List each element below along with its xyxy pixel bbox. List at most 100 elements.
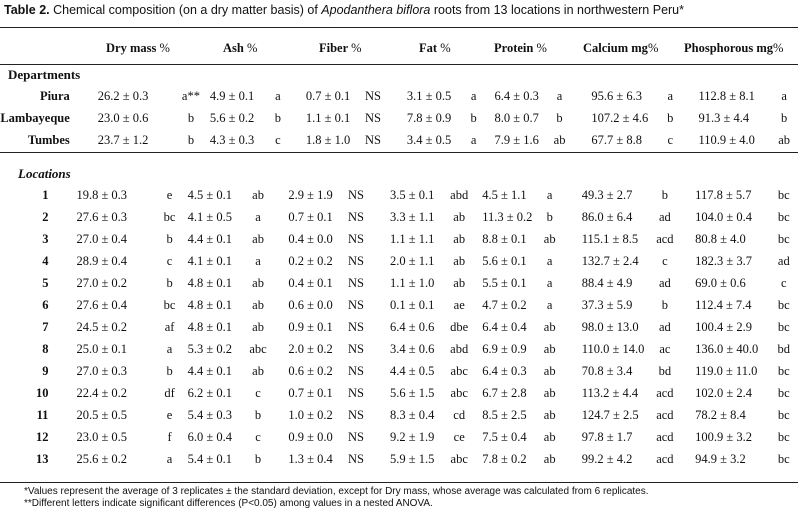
letter-cell: ae: [453, 297, 465, 312]
value-cell: 112.8 ± 8.1: [698, 88, 755, 103]
header-dry-mass: Dry mass %: [106, 41, 170, 55]
value-cell: 0.9 ± 0.1: [288, 319, 333, 334]
footnote-significance: **Different letters indicate significant…: [24, 498, 433, 509]
value-cell: 1.0 ± 0.2: [288, 407, 333, 422]
letter-cell: bd: [658, 363, 672, 378]
value-cell: 4.7 ± 0.2: [482, 297, 527, 312]
value-cell: 6.7 ± 2.8: [482, 385, 527, 400]
letter-cell: ad: [777, 253, 790, 268]
letter-cell: a: [546, 253, 553, 268]
row-label: 11: [36, 407, 49, 422]
header-phosphorous: Phosphorous mg%: [684, 41, 784, 55]
letter-cell: acd: [656, 407, 674, 422]
value-cell: 4.5 ± 1.1: [482, 187, 527, 202]
letter-cell: b: [556, 110, 563, 125]
letter-cell: b: [187, 132, 195, 147]
letter-cell: b: [274, 110, 282, 125]
value-cell: 7.5 ± 0.4: [482, 429, 527, 444]
bottom-rule: [0, 482, 798, 483]
letter-cell: ab: [543, 407, 556, 422]
row-label: 8: [42, 341, 49, 356]
letter-cell: NS: [347, 297, 364, 312]
letter-cell: NS: [347, 187, 364, 202]
value-cell: 9.2 ± 1.9: [389, 429, 435, 444]
value-cell: 88.4 ± 4.9: [581, 275, 633, 290]
letter-cell: b: [781, 110, 788, 125]
letter-cell: c: [275, 132, 281, 147]
header-rule: [0, 64, 798, 65]
value-cell: 102.0 ± 2.4: [695, 385, 753, 400]
value-cell: 5.4 ± 0.3: [187, 407, 232, 422]
value-cell: 110.0 ± 14.0: [581, 341, 645, 356]
value-cell: 3.3 ± 1.1: [389, 209, 435, 224]
value-cell: 119.0 ± 11.0: [695, 363, 758, 378]
caption-text-a: Chemical composition (on a dry matter ba…: [53, 3, 318, 17]
value-cell: 98.0 ± 13.0: [581, 319, 639, 334]
value-cell: 27.0 ± 0.3: [76, 363, 128, 378]
letter-cell: c: [662, 253, 668, 268]
letter-cell: ac: [659, 341, 671, 356]
letter-cell: abc: [450, 363, 468, 378]
value-cell: 113.2 ± 4.4: [581, 385, 639, 400]
value-cell: 25.6 ± 0.2: [76, 451, 128, 466]
value-cell: 6.4 ± 0.4: [482, 319, 527, 334]
value-cell: 3.4 ± 0.6: [389, 341, 435, 356]
value-cell: 2.9 ± 1.9: [288, 187, 333, 202]
value-cell: 117.8 ± 5.7: [695, 187, 752, 202]
value-cell: 7.8 ± 0.9: [406, 110, 452, 125]
letter-cell: ab: [778, 132, 791, 147]
table-row: 1 19.8 ± 0.3 e 4.5 ± 0.1 ab 2.9 ± 1.9 NS 3.5 ± …: [0, 184, 798, 206]
value-cell: 95.6 ± 6.3: [591, 88, 643, 103]
value-cell: 78.2 ± 8.4: [695, 407, 746, 422]
value-cell: 0.6 ± 0.2: [288, 363, 333, 378]
letter-cell: abd: [450, 187, 469, 202]
value-cell: 24.5 ± 0.2: [76, 319, 128, 334]
value-cell: 5.3 ± 0.2: [187, 341, 232, 356]
table-caption: Table 2. Chemical composition (on a dry …: [4, 3, 684, 17]
letter-cell: a: [546, 275, 553, 290]
value-cell: 6.0 ± 0.4: [187, 429, 232, 444]
letter-cell: ab: [252, 231, 264, 246]
letter-cell: bc: [777, 231, 790, 246]
letter-cell: b: [667, 110, 674, 125]
table-row: 11 20.5 ± 0.5 e 5.4 ± 0.3 b 1.0 ± 0.2 NS 8.3 ± …: [0, 404, 798, 426]
letter-cell: bc: [163, 209, 176, 224]
value-cell: 0.9 ± 0.0: [288, 429, 333, 444]
value-cell: 124.7 ± 2.5: [581, 407, 639, 422]
letter-cell: acd: [656, 429, 674, 444]
value-cell: 1.1 ± 0.1: [305, 110, 351, 125]
table-row: Piura 26.2 ± 0.3 a** 4.9 ± 0.1 a 0.7 ± 0.1 NS 3…: [0, 85, 798, 107]
value-cell: 2.0 ± 1.1: [389, 253, 435, 268]
value-cell: 1.8 ± 1.0: [305, 132, 351, 147]
letter-cell: dbe: [450, 319, 469, 334]
value-cell: 22.4 ± 0.2: [76, 385, 128, 400]
value-cell: 99.2 ± 4.2: [581, 451, 633, 466]
value-cell: 8.5 ± 2.5: [482, 407, 527, 422]
value-cell: 67.7 ± 8.8: [591, 132, 643, 147]
letter-cell: ab: [453, 253, 466, 268]
value-cell: 4.3 ± 0.3: [209, 132, 255, 147]
letter-cell: ab: [453, 209, 466, 224]
value-cell: 6.4 ± 0.3: [494, 88, 539, 103]
letter-cell: NS: [347, 253, 364, 268]
value-cell: 5.6 ± 0.2: [209, 110, 255, 125]
letter-cell: ab: [543, 385, 556, 400]
letter-cell: a: [470, 88, 477, 103]
value-cell: 4.1 ± 0.1: [187, 253, 232, 268]
letter-cell: e: [166, 407, 173, 422]
value-cell: 6.2 ± 0.1: [187, 385, 232, 400]
letter-cell: a: [546, 297, 553, 312]
row-label: 1: [42, 187, 49, 202]
top-rule: [0, 27, 798, 28]
value-cell: 3.5 ± 0.1: [389, 187, 435, 202]
letter-cell: b: [166, 363, 173, 378]
letter-cell: ab: [252, 297, 264, 312]
letter-cell: ab: [543, 429, 556, 444]
table-row: 9 27.0 ± 0.3 b 4.4 ± 0.1 ab 0.6 ± 0.2 NS 4.4 ± …: [0, 360, 798, 382]
value-cell: 5.6 ± 1.5: [389, 385, 435, 400]
letter-cell: b: [546, 209, 553, 224]
header-protein: Protein %: [494, 41, 547, 55]
table-row: 8 25.0 ± 0.1 a 5.3 ± 0.2 abc 2.0 ± 0.2 NS 3.4 ±…: [0, 338, 798, 360]
value-cell: 27.6 ± 0.4: [76, 297, 128, 312]
letter-cell: ab: [543, 363, 556, 378]
